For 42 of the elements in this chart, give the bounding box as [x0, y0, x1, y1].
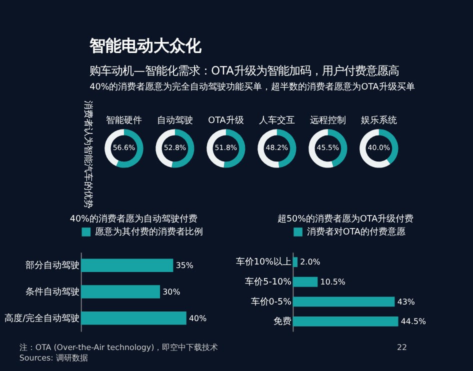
data-label: 35%: [176, 261, 194, 270]
legend-label: 愿意为其付费的消费者比例: [94, 226, 203, 238]
data-label: 56.6%: [112, 143, 136, 152]
y-tick-label: 车价5-10%: [245, 276, 292, 288]
data-label: 40.0%: [368, 143, 390, 152]
data-label: 2.0%: [300, 258, 321, 267]
data-label: 51.8%: [214, 143, 238, 152]
text: 消费者认为智能汽车的优势: [82, 100, 94, 209]
chart-title: 40%的消费者愿为自动驾驶付费: [70, 213, 198, 224]
data-label: 30%: [162, 287, 181, 296]
chart-title: 娱乐系统: [360, 114, 397, 126]
data-label: 44.5%: [400, 317, 427, 326]
data-label: 48.2%: [266, 143, 288, 152]
bar: [292, 257, 298, 268]
text: 40%的消费者愿意为完全自动驾驶功能买单，超半数的消费者愿意为OTA升级买单: [90, 82, 415, 93]
y-tick-label: 部分自动驾驶: [26, 260, 80, 272]
data-label: 45.5%: [316, 143, 340, 152]
text: 购车动机—智能化需求：OTA升级为智能加码，用户付费意愿高: [90, 64, 399, 78]
donut-slice: [360, 129, 390, 168]
chart-title: 远程控制: [310, 114, 346, 126]
data-label: 10.5%: [320, 278, 346, 287]
text: 注：OTA (Over-the-Air technology)，即空中下载技术: [19, 342, 218, 352]
chart-title: 智能硬件: [106, 114, 142, 126]
y-tick-label: 车价0-5%: [250, 296, 292, 308]
y-tick-label: 条件自动驾驶: [26, 286, 80, 298]
y-tick-label: 车价10%以上: [236, 256, 292, 268]
text: 智能电动大众化: [88, 36, 203, 55]
bar: [292, 296, 395, 307]
data-label: 52.8%: [164, 143, 186, 152]
y-tick-label: 免费: [273, 316, 292, 328]
text: 22: [397, 342, 408, 352]
chart-title: 超50%的消费者愿为OTA升级付费: [277, 213, 414, 224]
chart-title: 自动驾驶: [156, 114, 193, 126]
y-tick-label: 高度/完全自动驾驶: [4, 312, 80, 324]
chart-title: 人车交互: [258, 114, 295, 126]
source-note: Sources: 调研数据: [19, 353, 88, 362]
chart-title: OTA升级: [208, 114, 244, 126]
bar: [292, 276, 318, 287]
legend-label: 消费者对OTA的付费意愿: [306, 226, 406, 238]
data-label: 43%: [397, 297, 416, 306]
bar: [292, 316, 398, 326]
data-label: 40%: [189, 314, 208, 323]
